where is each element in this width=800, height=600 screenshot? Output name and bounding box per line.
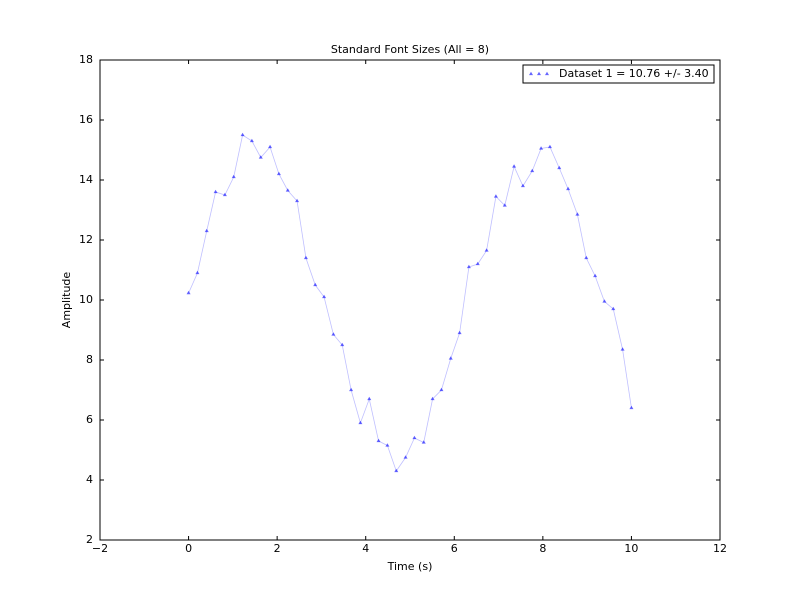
x-tick-label: 0: [185, 542, 192, 555]
marker: [539, 146, 544, 150]
marker: [303, 255, 308, 260]
legend-label: Dataset 1 = 10.76 +/- 3.40: [559, 67, 709, 80]
marker: [213, 189, 218, 194]
marker: [484, 248, 489, 252]
marker: [457, 330, 462, 335]
marker: [322, 294, 327, 299]
marker: [231, 174, 236, 179]
marker: [620, 347, 625, 351]
marker: [448, 356, 453, 360]
marker: [204, 228, 209, 233]
marker: [331, 332, 336, 336]
marker: [593, 273, 598, 278]
marker: [493, 194, 498, 198]
legend-box: [522, 64, 715, 84]
marker: [439, 387, 444, 392]
x-tick-label: −2: [92, 542, 108, 555]
marker: [340, 342, 345, 347]
x-tick-label: 2: [274, 542, 281, 555]
marker: [547, 144, 552, 149]
marker: [195, 270, 200, 275]
legend-marker: [528, 71, 534, 76]
marker: [502, 203, 507, 207]
marker: [602, 299, 607, 303]
chart-title: Standard Font Sizes (All = 8): [331, 43, 489, 56]
y-tick-label: 12: [79, 233, 93, 246]
marker: [240, 132, 245, 137]
marker: [295, 198, 300, 203]
y-tick-label: 2: [86, 533, 93, 546]
marker: [412, 435, 417, 440]
x-tick-label: 4: [362, 542, 369, 555]
marker: [358, 420, 363, 425]
x-axis-label: Time (s): [387, 560, 433, 573]
marker: [258, 155, 263, 159]
marker: [249, 138, 254, 143]
marker: [584, 255, 589, 260]
marker: [475, 261, 480, 266]
y-tick-label: 8: [86, 353, 93, 366]
y-tick-label: 4: [86, 473, 93, 486]
marker: [394, 468, 399, 473]
marker: [222, 192, 227, 197]
x-tick-label: 8: [539, 542, 546, 555]
marker: [512, 164, 517, 168]
marker: [629, 405, 634, 410]
marker: [557, 165, 562, 170]
series-line: [188, 134, 632, 472]
marker: [385, 443, 390, 447]
marker: [466, 264, 471, 269]
marker: [349, 387, 354, 392]
marker: [403, 455, 408, 459]
marker: [520, 183, 525, 188]
marker: [367, 396, 372, 401]
y-tick-label: 10: [79, 293, 93, 306]
marker: [421, 440, 426, 444]
marker: [611, 306, 616, 311]
x-tick-label: 12: [713, 542, 727, 555]
marker: [430, 396, 435, 401]
marker: [376, 438, 381, 443]
y-tick-label: 16: [79, 113, 93, 126]
marker: [276, 171, 281, 176]
marker: [575, 212, 580, 216]
y-axis-label: Amplitude: [60, 272, 73, 329]
x-tick-label: 6: [451, 542, 458, 555]
marker: [313, 282, 318, 287]
x-tick-label: 10: [624, 542, 638, 555]
y-tick-label: 6: [86, 413, 93, 426]
marker: [566, 186, 571, 191]
legend-marker: [544, 71, 550, 76]
legend-marker: [536, 71, 542, 76]
marker: [285, 188, 290, 192]
axes-frame: [99, 59, 721, 541]
marker: [186, 290, 191, 295]
y-tick-label: 14: [79, 173, 93, 186]
y-tick-label: 18: [79, 53, 93, 66]
marker: [268, 144, 273, 149]
marker: [530, 168, 535, 173]
